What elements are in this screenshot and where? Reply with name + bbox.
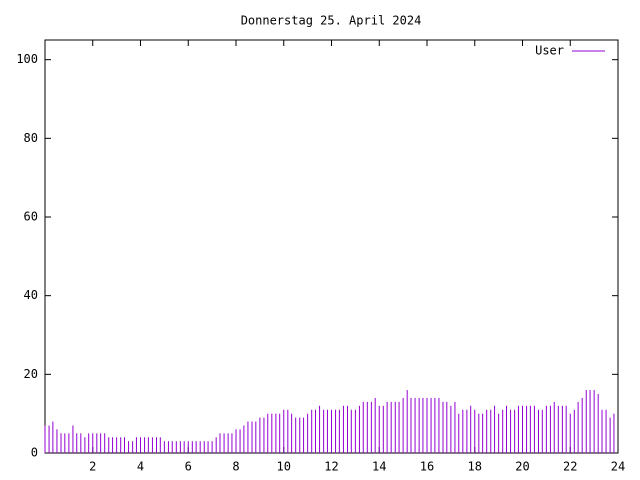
x-tick-label: 22	[563, 460, 577, 474]
y-tick-label: 80	[24, 131, 38, 145]
x-tick-label: 12	[324, 460, 338, 474]
y-tick-label: 0	[31, 446, 38, 460]
y-tick-label: 60	[24, 210, 38, 224]
x-tick-label: 20	[515, 460, 529, 474]
x-tick-label: 4	[137, 460, 144, 474]
x-tick-label: 14	[372, 460, 386, 474]
x-tick-label: 2	[89, 460, 96, 474]
legend-label: User	[535, 44, 564, 58]
x-tick-label: 8	[232, 460, 239, 474]
x-tick-label: 10	[277, 460, 291, 474]
x-tick-label: 24	[611, 460, 625, 474]
x-tick-label: 6	[185, 460, 192, 474]
x-tick-label: 16	[420, 460, 434, 474]
y-tick-label: 40	[24, 288, 38, 302]
y-tick-label: 20	[24, 367, 38, 381]
y-tick-label: 100	[16, 52, 38, 66]
chart-title: Donnerstag 25. April 2024	[241, 14, 422, 28]
x-tick-label: 18	[468, 460, 482, 474]
